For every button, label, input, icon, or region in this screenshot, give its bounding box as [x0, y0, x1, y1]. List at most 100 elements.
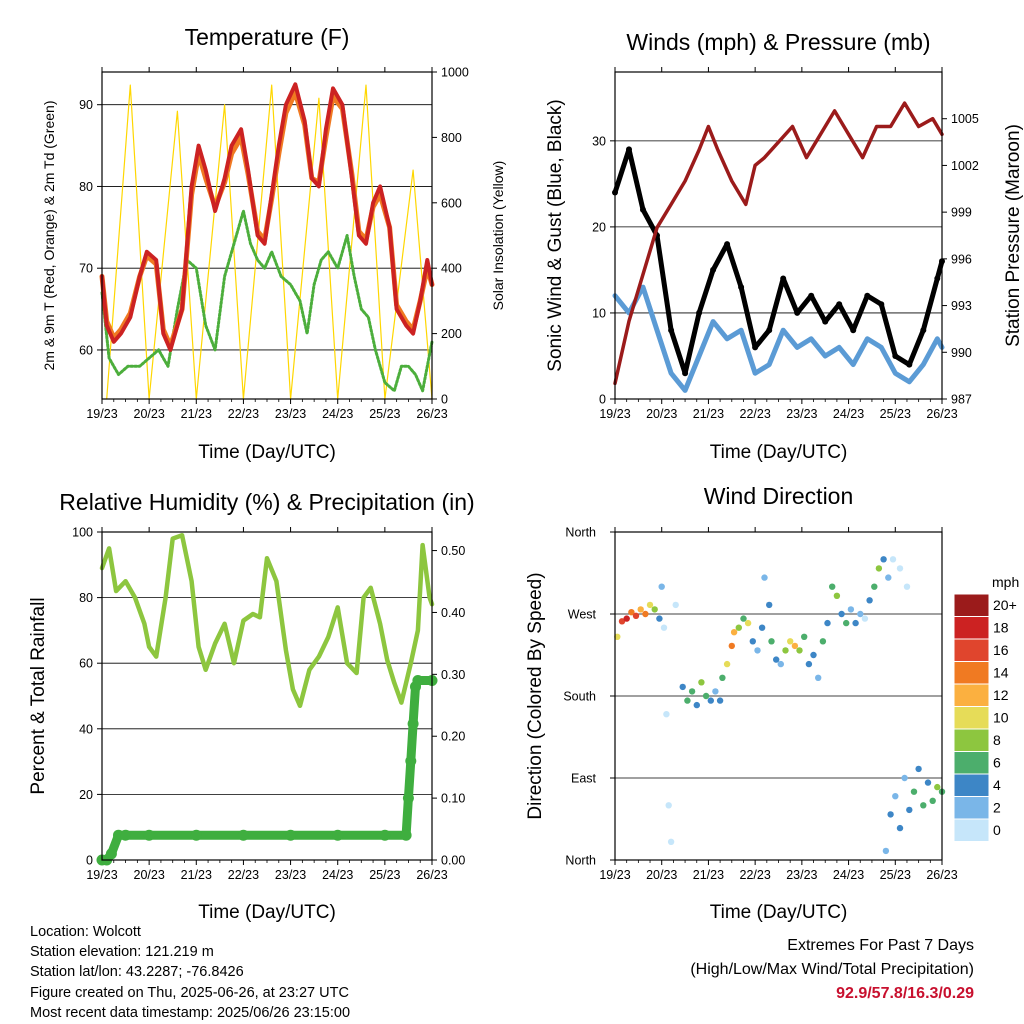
- y-axis-tick-label: 60: [79, 657, 93, 671]
- direction-point: [871, 583, 878, 590]
- precip-point: [237, 829, 249, 841]
- precip-point: [405, 755, 417, 767]
- colorbar-swatch: [953, 593, 990, 617]
- y2-axis-tick-label: 0.20: [441, 730, 465, 744]
- direction-point: [915, 765, 922, 773]
- y2-axis-tick-label: 400: [441, 262, 462, 276]
- pressure-line: [613, 101, 944, 386]
- y2-axis-tick-label: 0.50: [441, 544, 465, 558]
- elevation-text: Station elevation: 121.219 m: [30, 944, 214, 961]
- direction-point: [801, 633, 808, 640]
- y-axis-label: Sonic Wind & Gust (Blue, Black): [545, 99, 566, 371]
- direction-point: [882, 847, 890, 855]
- colorbar-swatch: [953, 728, 990, 752]
- y-axis-tick-label: 100: [72, 526, 93, 540]
- direction-point: [819, 638, 827, 645]
- colorbar-label: 6: [993, 755, 1001, 771]
- y-axis-tick-label: 30: [592, 134, 606, 148]
- direction-point: [892, 793, 899, 800]
- colorbar-label: 0: [993, 822, 1001, 838]
- y-axis-tick-label: West: [568, 608, 597, 622]
- colorbar-swatch: [953, 796, 990, 820]
- direction-point: [728, 642, 735, 650]
- direction-point: [857, 610, 864, 618]
- direction-point: [719, 674, 726, 681]
- x-axis-label: Time (Day/UTC): [198, 442, 336, 463]
- plot-frame: [614, 71, 943, 400]
- x-tick-label: 24/23: [833, 868, 864, 882]
- y2-axis-tick-label: 0.00: [441, 854, 465, 868]
- colorbar-swatch: [953, 706, 990, 730]
- direction-point: [656, 615, 663, 622]
- humidity-line: [99, 533, 435, 709]
- y-axis-tick-label: 0: [599, 393, 606, 407]
- plot-frame: [614, 531, 943, 861]
- direction-point: [889, 556, 897, 563]
- colorbar-label: 20+: [993, 597, 1017, 613]
- colorbar-swatch: [953, 616, 990, 640]
- precip-point: [120, 829, 132, 841]
- colorbar-swatch: [953, 661, 990, 685]
- direction-point: [651, 606, 658, 613]
- extremes-subtitle: (High/Low/Max Wind/Total Precipitation): [690, 961, 974, 978]
- y-axis-tick-label: North: [565, 854, 596, 868]
- direction-point: [723, 660, 731, 668]
- direction-point: [920, 802, 927, 809]
- dewpoint-line: [100, 209, 434, 393]
- x-axis-label: Time (Day/UTC): [710, 442, 848, 463]
- y-axis-label: Direction (Colored By Speed): [525, 572, 546, 819]
- direction-point: [672, 601, 679, 609]
- x-tick-label: 20/23: [646, 407, 677, 421]
- plot-frame: [101, 71, 433, 400]
- x-tick-label: 22/23: [228, 868, 259, 882]
- colorbar-label: 8: [993, 732, 1001, 748]
- humidity-chart: Relative Humidity (%) & Precipitation (i…: [28, 489, 475, 923]
- direction-point: [934, 783, 941, 791]
- direction-point: [929, 797, 936, 804]
- direction-point: [693, 701, 700, 709]
- direction-point: [735, 624, 742, 631]
- x-tick-label: 24/23: [322, 407, 353, 421]
- x-tick-label: 20/23: [134, 868, 165, 882]
- x-tick-label: 26/23: [416, 407, 447, 421]
- colorbar-label: 10: [993, 710, 1009, 726]
- colorbar-label: 2: [993, 800, 1001, 816]
- direction-point: [758, 624, 766, 631]
- direction-point: [901, 774, 908, 782]
- y-axis-tick-label: North: [565, 526, 596, 540]
- x-tick-label: 26/23: [926, 407, 957, 421]
- direction-point: [754, 647, 761, 654]
- precip-point: [143, 829, 155, 841]
- direction-point: [623, 615, 630, 622]
- direction-point: [791, 642, 799, 650]
- direction-point: [744, 619, 752, 627]
- direction-point: [632, 612, 640, 619]
- direction-point: [887, 811, 894, 818]
- x-tick-label: 21/23: [693, 868, 724, 882]
- x-tick-label: 23/23: [786, 868, 817, 882]
- x-tick-label: 25/23: [369, 407, 400, 421]
- station-info: Location: Wolcott Station elevation: 121…: [30, 922, 350, 1023]
- colorbar-label: 14: [993, 665, 1009, 681]
- x-tick-label: 19/23: [599, 407, 630, 421]
- y2-axis-tick-label: 987: [951, 393, 972, 407]
- direction-point: [637, 606, 644, 613]
- direction-point: [663, 711, 670, 718]
- direction-point: [896, 565, 904, 572]
- y-axis-tick-label: 80: [79, 591, 93, 605]
- y2-axis-tick-label: 990: [951, 346, 972, 360]
- x-tick-label: 21/23: [181, 868, 212, 882]
- direction-point: [847, 606, 855, 613]
- direction-point: [903, 583, 911, 590]
- x-tick-label: 26/23: [416, 868, 447, 882]
- y2-axis-tick-label: 1002: [951, 159, 979, 173]
- y-axis-label: Percent & Total Rainfall: [28, 597, 49, 794]
- direction-point: [796, 647, 803, 654]
- direction-point: [805, 660, 813, 668]
- y2-axis-tick-label: 0.10: [441, 792, 465, 806]
- direction-point: [665, 802, 672, 809]
- recent-text: Most recent data timestamp: 2025/06/26 2…: [30, 1004, 351, 1021]
- chart-title: Temperature (F): [185, 24, 350, 50]
- x-tick-label: 19/23: [86, 407, 117, 421]
